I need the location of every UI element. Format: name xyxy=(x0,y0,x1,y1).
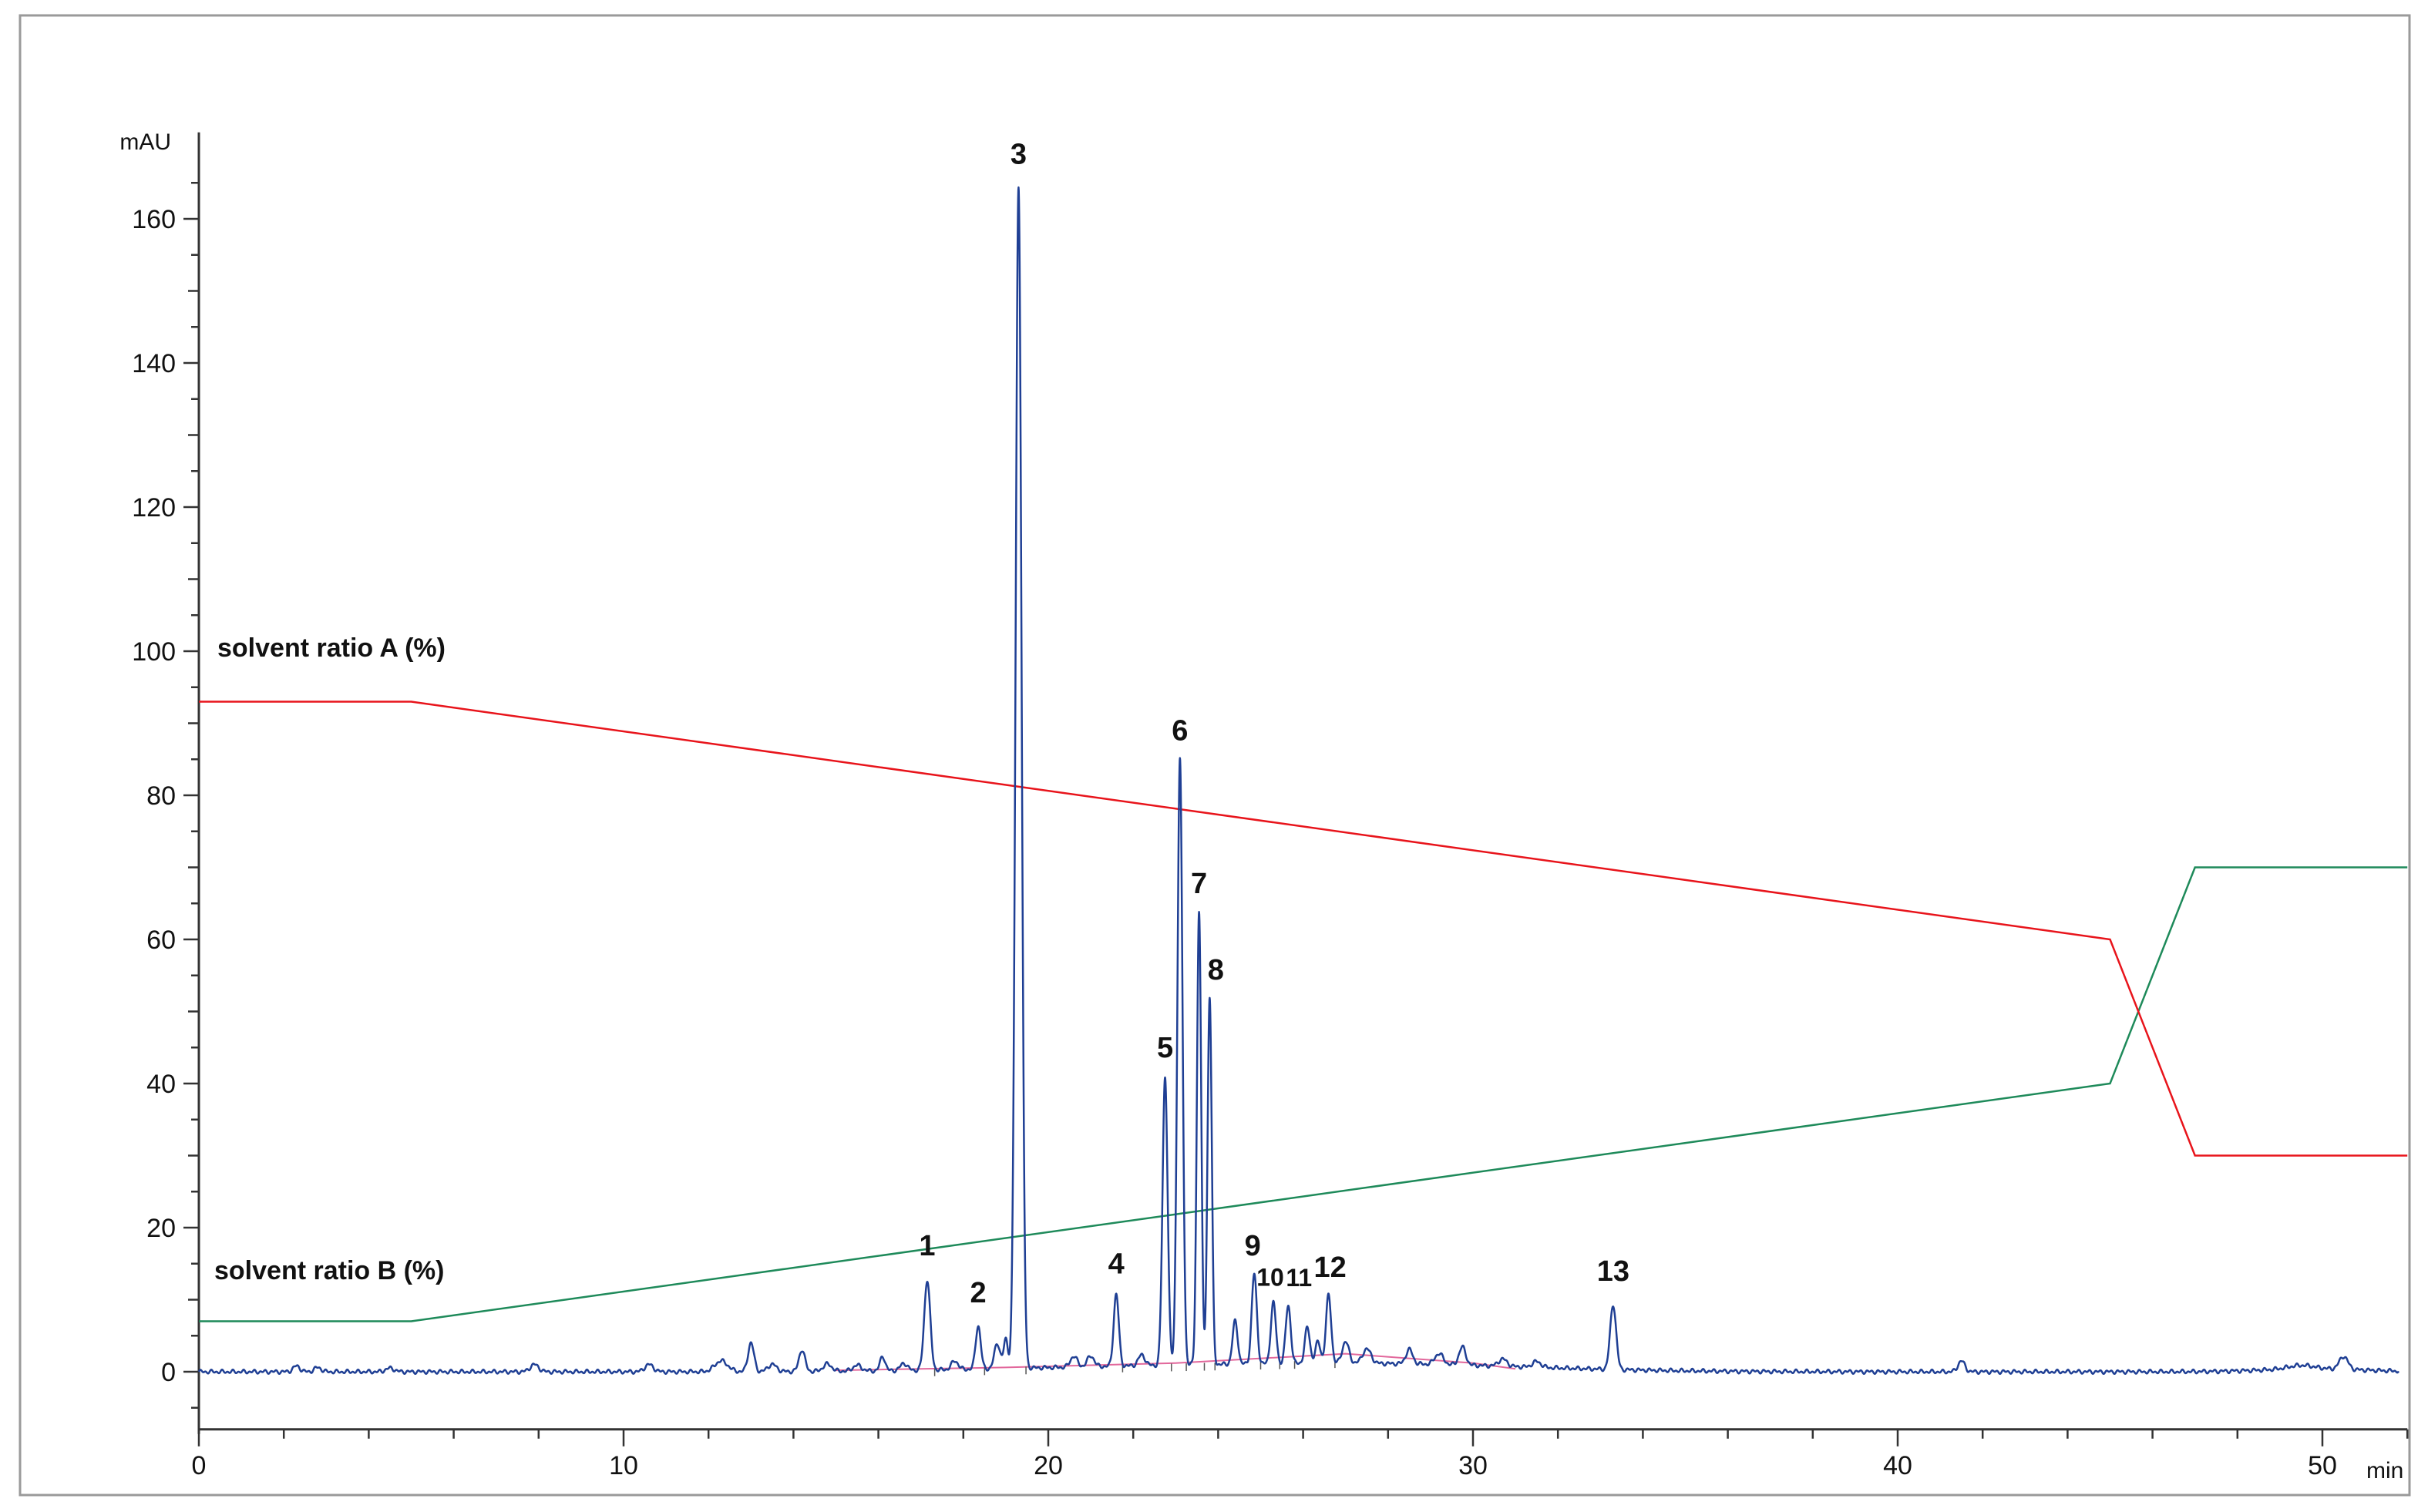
peak-label-7: 7 xyxy=(1191,868,1207,900)
x-axis-ticks: 0 10 20 30 40 50 xyxy=(192,1429,2409,1480)
y-tick-label: 60 xyxy=(146,926,176,955)
y-tick-label: 20 xyxy=(146,1214,176,1243)
solvent-b-label: solvent ratio B (%) xyxy=(214,1256,444,1285)
x-tick-label: 20 xyxy=(1034,1451,1063,1480)
x-tick-label: 40 xyxy=(1883,1451,1912,1480)
peak-label-8: 8 xyxy=(1208,954,1224,986)
x-tick-label: 10 xyxy=(609,1451,638,1480)
peak-label-4: 4 xyxy=(1108,1248,1125,1281)
peak-label-5: 5 xyxy=(1157,1032,1173,1064)
solvent-gradient-lines xyxy=(199,701,2408,1322)
peak-label-1: 1 xyxy=(919,1230,935,1262)
peak-label-10: 10 xyxy=(1256,1264,1284,1292)
peak-label-2: 2 xyxy=(970,1277,987,1309)
x-tick-label: 50 xyxy=(2308,1451,2337,1480)
chromatogram-trace-group xyxy=(197,186,2399,1376)
y-tick-label: 100 xyxy=(132,637,176,667)
peak-label-13: 13 xyxy=(1597,1255,1629,1288)
axes xyxy=(197,132,2408,1434)
x-tick-label: 30 xyxy=(1458,1451,1488,1480)
x-tick-label: 0 xyxy=(192,1451,207,1480)
y-unit-label: mAU xyxy=(119,129,171,155)
y-tick-label: 0 xyxy=(161,1358,176,1387)
y-tick-label: 80 xyxy=(146,781,176,811)
y-axis-ticks: 0 20 40 60 80 100 120 140 160 xyxy=(132,182,199,1409)
chart-frame xyxy=(18,14,2411,1497)
chromatogram-trace xyxy=(197,186,2399,1376)
y-tick-label: 160 xyxy=(132,205,176,234)
peak-label-12: 12 xyxy=(1314,1252,1347,1284)
solvent-a-label: solvent ratio A (%) xyxy=(217,633,446,663)
peak-label-9: 9 xyxy=(1245,1230,1261,1262)
y-tick-label: 40 xyxy=(146,1070,176,1099)
x-unit-label: min xyxy=(2366,1458,2403,1483)
y-tick-label: 120 xyxy=(132,493,176,522)
peak-label-6: 6 xyxy=(1172,715,1188,748)
y-tick-label: 140 xyxy=(132,349,176,378)
solvent-a-line xyxy=(199,701,2408,1157)
peak-label-3: 3 xyxy=(1011,139,1027,171)
peak-label-11: 11 xyxy=(1286,1264,1312,1292)
solvent-b-line xyxy=(199,866,2408,1322)
